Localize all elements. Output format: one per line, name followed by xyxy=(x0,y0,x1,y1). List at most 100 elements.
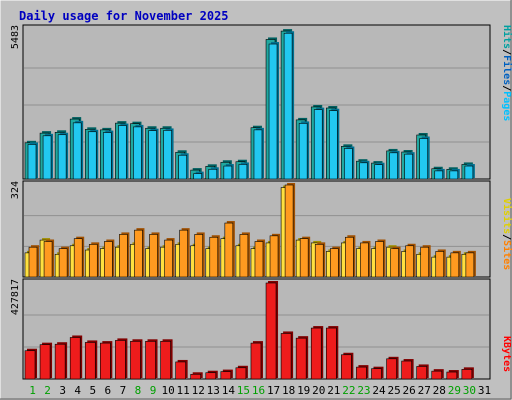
files-bar xyxy=(283,32,293,180)
kbytes-bar xyxy=(431,370,443,380)
x-tick-label: 21 xyxy=(327,384,340,397)
files-bar xyxy=(42,135,52,180)
legend-sep: / xyxy=(501,49,512,55)
kbytes-bar xyxy=(371,368,382,380)
kbytes-bar xyxy=(130,341,141,380)
kbytes-bar xyxy=(461,369,473,380)
files-bar xyxy=(57,134,67,180)
x-tick-label: 2 xyxy=(44,384,51,397)
sites-bar xyxy=(88,244,98,278)
kbytes-bar xyxy=(100,342,111,380)
kbytes-bar xyxy=(24,350,36,380)
files-bar xyxy=(72,122,82,180)
sites-bar xyxy=(149,234,158,278)
kbytes-bar xyxy=(160,341,171,380)
kbytes-bar xyxy=(325,327,337,380)
sites-bar xyxy=(375,241,384,278)
kbytes-bar xyxy=(356,366,367,380)
x-tick-label: 3 xyxy=(59,384,66,397)
x-tick-label: 27 xyxy=(418,384,431,397)
panel-max-label: 427817 xyxy=(10,279,21,315)
sites-bar xyxy=(73,238,83,278)
files-bar xyxy=(268,43,278,180)
sites-bar xyxy=(58,248,68,278)
kbytes-bar xyxy=(145,341,156,380)
kbytes-bar xyxy=(310,327,322,380)
kbytes-bar xyxy=(386,358,397,380)
kbytes-bar xyxy=(265,282,277,380)
sites-bar xyxy=(329,248,339,278)
sites-bar xyxy=(284,184,294,278)
sites-bar xyxy=(164,239,173,278)
kbytes-bar xyxy=(69,337,81,380)
files-bar xyxy=(27,144,37,180)
legend-hits: Hits xyxy=(501,25,512,49)
x-tick-label: 12 xyxy=(192,384,205,397)
kbytes-bar xyxy=(39,344,51,380)
kbytes-bar xyxy=(295,337,307,380)
x-tick-label: 14 xyxy=(222,384,236,397)
x-tick-label: 4 xyxy=(74,384,81,397)
sites-bar xyxy=(28,246,38,278)
x-tick-label: 18 xyxy=(282,384,295,397)
files-bar xyxy=(419,138,428,180)
files-bar xyxy=(389,152,398,180)
kbytes-bar xyxy=(220,371,232,380)
panel-legend: Visits/Sites xyxy=(501,198,512,270)
x-tick-label: 13 xyxy=(207,384,220,397)
kbytes-bar xyxy=(54,343,66,380)
panel-legend: KBytes xyxy=(501,336,512,372)
kbytes-bar xyxy=(341,354,352,380)
panel-max-label: 324 xyxy=(10,181,21,199)
files-bar xyxy=(178,154,187,180)
files-bar xyxy=(208,168,218,180)
legend-sites: Sites xyxy=(501,240,512,270)
sites-bar xyxy=(134,229,143,278)
files-bar xyxy=(344,148,353,180)
x-tick-label: 11 xyxy=(177,384,190,397)
sites-bar xyxy=(209,236,219,278)
x-tick-label: 22 xyxy=(342,384,355,397)
files-bar xyxy=(328,110,338,180)
x-tick-label: 25 xyxy=(387,384,400,397)
files-bar xyxy=(133,126,142,180)
x-tick-label: 5 xyxy=(89,384,96,397)
legend-visits: Visits xyxy=(501,198,512,234)
kbytes-bar xyxy=(416,366,427,380)
files-bar xyxy=(359,162,368,180)
x-tick-label: 28 xyxy=(433,384,446,397)
files-bar xyxy=(163,130,172,180)
sites-bar xyxy=(254,241,264,278)
x-axis-labels: 1 2 3 4 5 6 7 8 9 10 11 12 13 14 15 16 17 18 19 20 21 22 23 24 2… xyxy=(29,384,491,397)
kbytes-bar xyxy=(280,333,292,380)
panel-max-label: 5483 xyxy=(10,25,21,49)
files-bar xyxy=(148,130,157,180)
files-bar xyxy=(238,164,248,180)
kbytes-bar xyxy=(84,342,96,380)
x-tick-label: 24 xyxy=(372,384,386,397)
chart-bars xyxy=(24,29,489,380)
sites-bar xyxy=(420,246,429,278)
sites-bar xyxy=(465,252,475,278)
legend-kbytes: KBytes xyxy=(501,336,512,372)
sites-bar xyxy=(360,242,369,278)
sites-bar xyxy=(345,236,354,278)
x-tick-label: 20 xyxy=(312,384,325,397)
sites-bar xyxy=(269,235,279,278)
x-tick-label: 6 xyxy=(105,384,112,397)
sites-bar xyxy=(390,248,399,278)
x-tick-label: 31 xyxy=(478,384,491,397)
files-bar xyxy=(449,170,459,180)
sites-bar xyxy=(299,238,309,278)
x-tick-label: 23 xyxy=(357,384,370,397)
legend-sep: / xyxy=(501,85,512,91)
files-bar xyxy=(118,125,127,180)
x-tick-label: 15 xyxy=(237,384,250,397)
kbytes-bar xyxy=(235,367,247,380)
files-bar xyxy=(404,153,413,180)
files-bar xyxy=(464,165,474,180)
legend-pages: Pages xyxy=(501,91,512,121)
files-bar xyxy=(103,132,112,180)
kbytes-bar xyxy=(175,361,186,380)
